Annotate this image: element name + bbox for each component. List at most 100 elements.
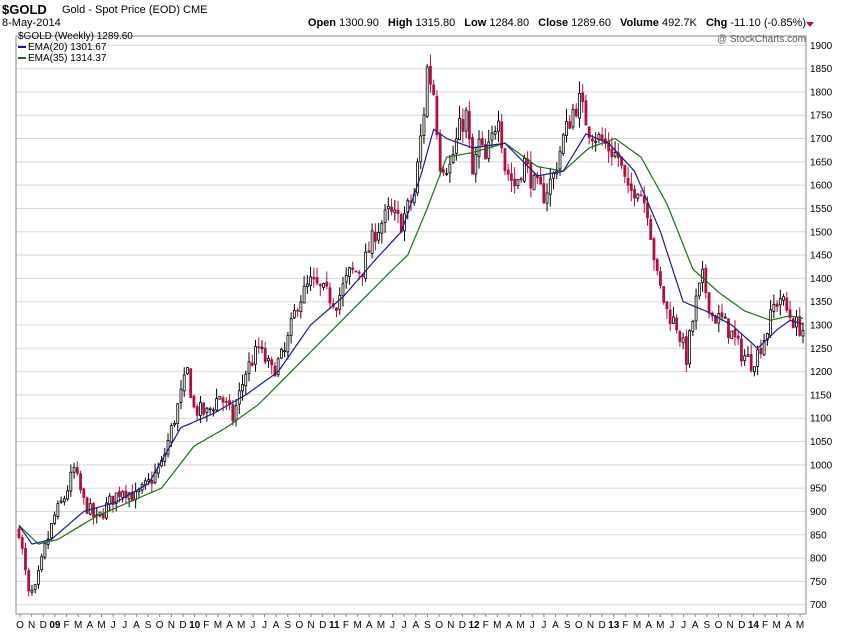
y-tick-label: 1350 <box>810 297 833 308</box>
candle-body <box>659 271 662 286</box>
close-label: Close <box>538 17 569 29</box>
candle-body <box>626 177 630 186</box>
x-tick-label: M <box>656 620 664 631</box>
candle-body <box>636 193 640 199</box>
candle-body <box>584 100 588 126</box>
candle-body <box>522 157 526 182</box>
candle-body <box>108 495 112 505</box>
candle-body <box>147 479 150 482</box>
candle-body <box>497 120 500 132</box>
candle-body <box>454 138 458 154</box>
candle-body <box>571 109 575 128</box>
candle-body <box>448 163 452 174</box>
x-tick-label: N <box>307 620 314 631</box>
candle-body <box>484 144 487 160</box>
x-tick-label: M <box>237 620 245 631</box>
x-tick-label: J <box>122 620 127 631</box>
candle-body <box>143 480 147 485</box>
x-tick-label: F <box>483 620 489 631</box>
candle-body <box>740 338 743 362</box>
candle-body <box>561 134 565 154</box>
candle-body <box>607 141 611 152</box>
x-tick-label: A <box>273 620 280 631</box>
candle-body <box>276 358 280 376</box>
candle-body <box>548 178 552 195</box>
candle-body <box>506 169 510 175</box>
x-tick-label: 09 <box>49 620 61 631</box>
candle-body <box>367 250 371 253</box>
candle-body <box>173 422 176 426</box>
y-tick-label: 1650 <box>810 157 833 168</box>
symbol: $GOLD <box>2 2 47 17</box>
candle-body <box>224 401 228 403</box>
candle-body <box>85 497 89 514</box>
candle-body <box>192 395 196 408</box>
candle-body <box>247 361 251 374</box>
candle-body <box>477 138 481 157</box>
candle-body <box>591 138 594 142</box>
candle-body <box>510 173 513 181</box>
candle-body <box>176 403 180 425</box>
candle-body <box>62 498 66 503</box>
stockcharts-credit: @ StockCharts.com <box>716 34 806 45</box>
x-axis-ticks: O N D 09 F M A M J J A S O N D 10 F M A M J J A S O N D 11 F M A M J J A S O… <box>16 614 804 631</box>
candle-body <box>785 297 789 311</box>
candle-body <box>493 131 497 135</box>
candle-body <box>344 274 348 283</box>
x-tick-label: A <box>366 620 373 631</box>
candle-body <box>532 174 536 191</box>
candle-body <box>380 222 384 234</box>
x-tick-label: O <box>575 620 583 631</box>
x-tick-label: S <box>704 620 711 631</box>
candle-body <box>558 151 562 170</box>
x-tick-label: M <box>214 620 222 631</box>
low-label: Low <box>464 17 487 29</box>
candle-body <box>118 491 121 497</box>
x-tick-label: O <box>715 620 723 631</box>
x-tick-label: S <box>284 620 291 631</box>
x-tick-label: F <box>762 620 768 631</box>
candle-body <box>299 301 303 312</box>
chg-value: -11.10 (-0.85%) <box>730 17 806 29</box>
candle-body <box>422 114 426 136</box>
x-tick-label: 11 <box>329 620 340 631</box>
candle-body <box>513 178 517 187</box>
gridlines <box>16 44 806 606</box>
candle-body <box>20 537 24 549</box>
x-tick-label: D <box>179 620 186 631</box>
x-tick-label: M <box>493 620 501 631</box>
candle-body <box>441 169 445 173</box>
x-tick-label: S <box>145 620 152 631</box>
candle-body <box>33 584 37 590</box>
candle-body <box>195 406 199 416</box>
candle-body <box>753 366 756 373</box>
x-tick-label: J <box>541 620 546 631</box>
candle-body <box>338 294 342 310</box>
candle-body <box>435 96 439 136</box>
candle-body <box>114 492 118 504</box>
candle-body <box>189 368 193 399</box>
chart-legend: $GOLD (Weekly) 1289.60 EMA(20) 1301.67 E… <box>18 31 133 64</box>
candle-body <box>377 231 381 241</box>
x-tick-label: J <box>111 620 116 631</box>
candle-body <box>691 320 695 332</box>
candle-body <box>688 330 692 365</box>
x-tick-label: M <box>633 620 641 631</box>
candle-body <box>464 109 468 132</box>
x-tick-label: M <box>796 620 804 631</box>
y-tick-label: 1550 <box>810 204 833 215</box>
x-tick-label: D <box>738 620 745 631</box>
y-tick-label: 1450 <box>810 251 833 262</box>
x-tick-label: J <box>250 620 255 631</box>
x-tick-label: A <box>133 620 140 631</box>
x-tick-label: D <box>598 620 605 631</box>
candle-body <box>341 283 345 297</box>
candle-body <box>111 495 115 506</box>
legend-item-price: $GOLD (Weekly) 1289.60 <box>18 31 133 42</box>
open-value: 1300.90 <box>339 17 379 29</box>
candle-body <box>150 479 154 485</box>
close-value: 1289.60 <box>571 17 611 29</box>
candle-body <box>471 137 474 175</box>
x-tick-label: N <box>727 620 734 631</box>
